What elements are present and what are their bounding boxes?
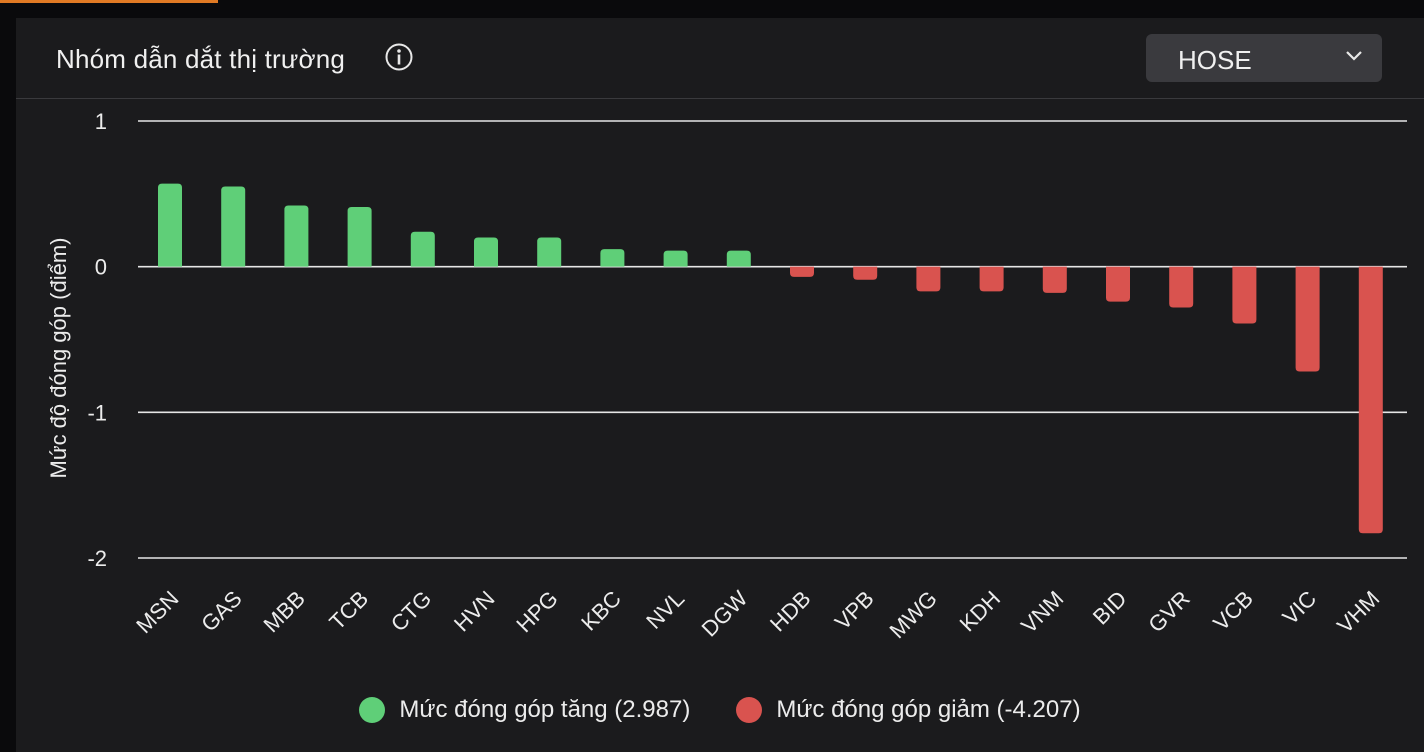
bar-gvr[interactable] [1169,266,1194,308]
y-tick-label: -2 [87,546,107,571]
x-tick-label: VPB [830,586,879,635]
bar-msn[interactable] [158,183,182,267]
exchange-select-value: HOSE [1178,45,1252,75]
exchange-select[interactable]: HOSE [1146,34,1382,82]
y-tick-label: 1 [95,109,107,134]
x-tick-label: TCB [324,586,373,635]
contribution-bar-chart: 1 0 -1 -2 Mức độ đóng góp (điểm) MSN GAS MBB TCB… [46,109,1407,643]
bar-tcb[interactable] [347,206,372,267]
panel-header: Nhóm dẫn dắt thị trường HOSE [16,18,1424,99]
x-tick-label: GVR [1143,586,1194,637]
bar-nvl[interactable] [663,250,688,267]
panel-title: Nhóm dẫn dắt thị trường [56,44,346,74]
bar-mbb[interactable] [284,205,309,267]
top-tab-accent [0,0,218,3]
x-tick-label: HDB [765,586,816,637]
x-tick-label: VIC [1278,586,1322,630]
y-tick-label: 0 [95,255,107,280]
legend-item-negative[interactable]: Mức đóng góp giảm (-4.207) [736,696,1081,724]
bar-mwg[interactable] [916,266,941,292]
x-tick-label: GAS [196,586,247,637]
legend-item-positive[interactable]: Mức đóng góp tăng (2.987) [359,696,690,724]
x-tick-label: HVN [449,586,500,637]
y-axis-label: Mức độ đóng góp (điểm) [46,238,71,479]
y-tick-label: -1 [87,400,107,425]
x-tick-label: DGW [697,586,753,642]
bar-kbc[interactable] [600,249,625,267]
bar-kdh[interactable] [979,266,1004,292]
x-tick-label: KDH [955,586,1006,637]
bar-dgw[interactable] [726,250,751,267]
bar-gas[interactable] [221,186,246,267]
x-tick-label: VHM [1332,586,1384,638]
x-tick-label: VNM [1016,586,1068,638]
legend-positive-dot [359,697,386,723]
legend-negative-dot [736,697,763,723]
market-leaders-panel: Nhóm dẫn dắt thị trường HOSE 1 0 -1 -2 Mức đ… [16,18,1424,752]
bar-ctg[interactable] [410,231,435,267]
x-tick-label: CTG [386,586,437,637]
x-tick-label: MBB [259,586,310,637]
bar-vnm[interactable] [1042,266,1067,293]
x-tick-label: MWG [885,586,942,643]
bar-vic[interactable] [1295,266,1320,372]
legend-negative-label: Mức đóng góp giảm (-4.207) [776,696,1081,723]
chevron-down-icon [1346,51,1362,61]
x-tick-label: NVL [641,586,689,634]
x-tick-label: KBC [576,586,626,636]
bar-hpg[interactable] [537,237,562,267]
bar-vhm[interactable] [1358,266,1383,534]
bar-vpb[interactable] [853,266,878,280]
bar-vcb[interactable] [1232,266,1257,324]
x-tick-label: HPG [511,586,562,637]
x-tick-label: VCB [1208,586,1258,636]
chart-legend: Mức đóng góp tăng (2.987) Mức đóng góp g… [16,695,1424,725]
x-tick-label: MSN [131,586,183,638]
bar-hdb[interactable] [790,266,814,277]
bar-hvn[interactable] [474,237,498,267]
legend-positive-label: Mức đóng góp tăng (2.987) [399,696,691,723]
x-tick-label: BID [1088,586,1132,630]
bar-bid[interactable] [1106,266,1130,302]
info-circle-icon[interactable] [384,42,414,72]
